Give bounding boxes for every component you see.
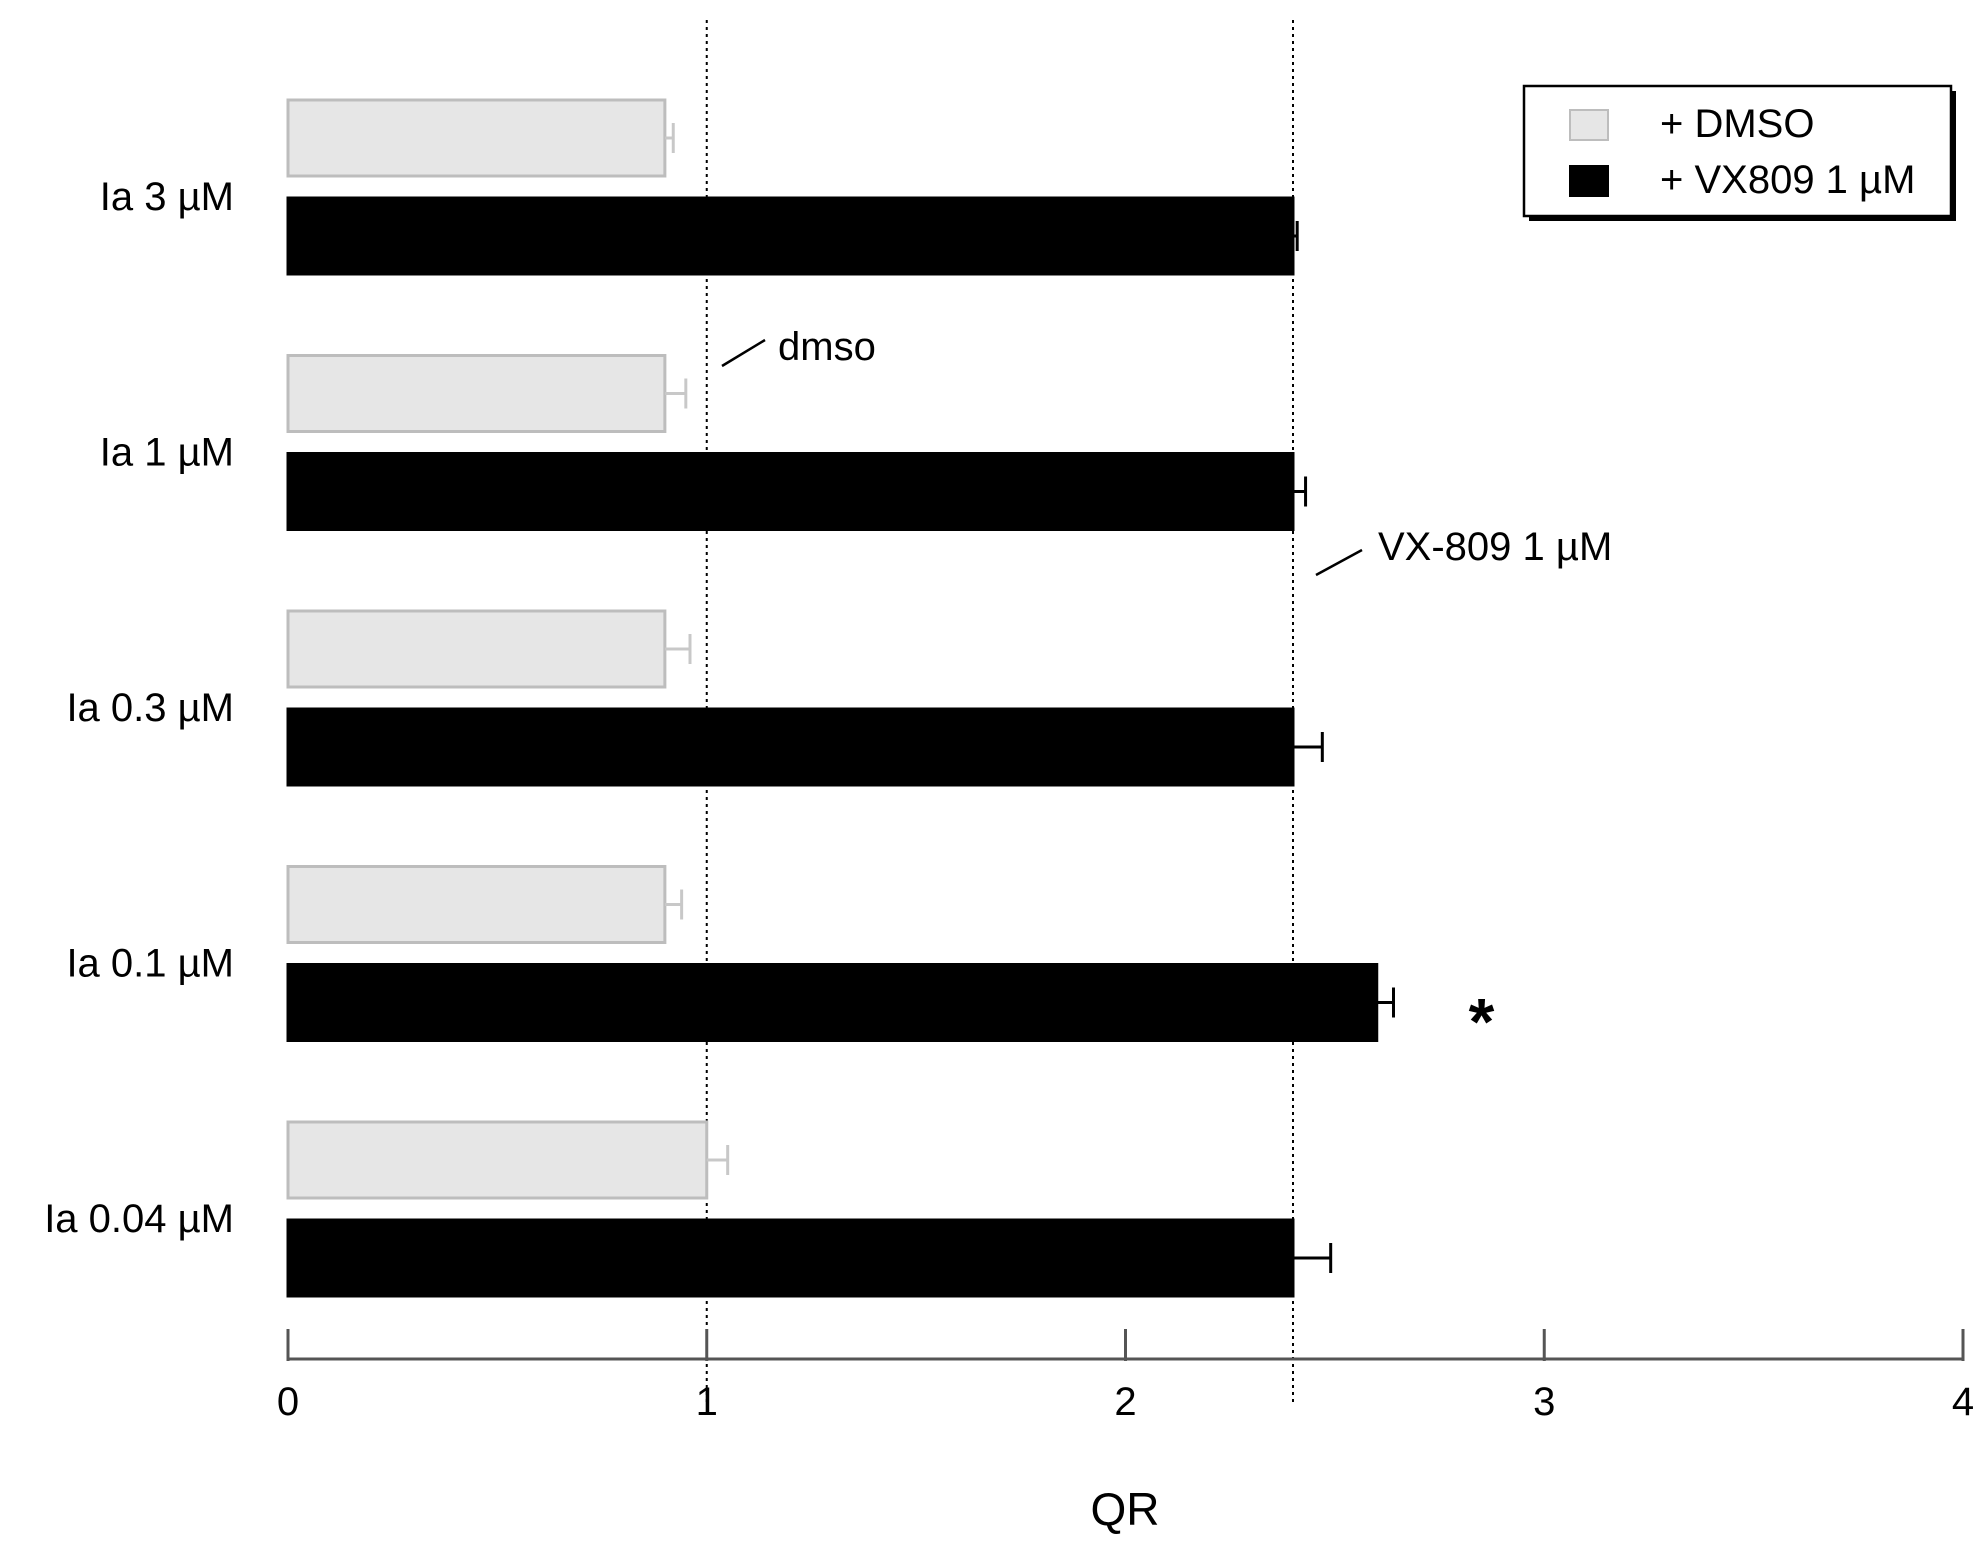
bars bbox=[286, 98, 1379, 1298]
legend-swatch bbox=[1569, 109, 1609, 141]
bar bbox=[286, 196, 1295, 276]
category-label: Ia 0.1 µM bbox=[66, 942, 234, 986]
x-tick-label: 4 bbox=[1952, 1380, 1974, 1424]
bar bbox=[286, 609, 667, 689]
bar bbox=[286, 707, 1295, 787]
category-label: Ia 0.04 µM bbox=[44, 1197, 234, 1241]
bar bbox=[286, 865, 667, 944]
category-label: Ia 3 µM bbox=[100, 175, 234, 219]
x-tick-label: 0 bbox=[277, 1380, 299, 1424]
category-labels: Ia 3 µM Ia 1 µM Ia 0.3 µM Ia 0.1 µM Ia 0.04 … bbox=[44, 175, 234, 1241]
category-label: Ia 0.3 µM bbox=[66, 686, 234, 730]
x-axis: 0 1 2 3 4 bbox=[277, 1329, 1974, 1424]
bar bbox=[286, 452, 1295, 531]
bar bbox=[286, 963, 1379, 1042]
legend-label: + VX809 1 µM bbox=[1660, 158, 1915, 202]
bar bbox=[286, 1218, 1295, 1298]
error-bars bbox=[664, 123, 1395, 1273]
legend-swatch bbox=[1569, 165, 1609, 197]
reference-label-leader bbox=[1315, 548, 1363, 577]
bar bbox=[286, 98, 667, 178]
reference-label-leader bbox=[721, 338, 766, 368]
bar bbox=[286, 1120, 709, 1200]
category-label: Ia 1 µM bbox=[100, 431, 234, 475]
significance-marker: * bbox=[1469, 985, 1495, 1059]
legend-label: + DMSO bbox=[1660, 102, 1814, 146]
reference-label: dmso bbox=[778, 325, 876, 369]
x-tick-label: 1 bbox=[696, 1380, 718, 1424]
legend: + DMSO + VX809 1 µM bbox=[1522, 84, 1956, 221]
bar bbox=[286, 354, 667, 433]
annotations: dmso VX-809 1 µM * bbox=[721, 325, 1612, 1059]
reference-label: VX-809 1 µM bbox=[1378, 525, 1612, 569]
x-axis-title: QR bbox=[1091, 1483, 1160, 1535]
x-tick-label: 3 bbox=[1533, 1380, 1555, 1424]
x-tick-label: 2 bbox=[1114, 1380, 1136, 1424]
